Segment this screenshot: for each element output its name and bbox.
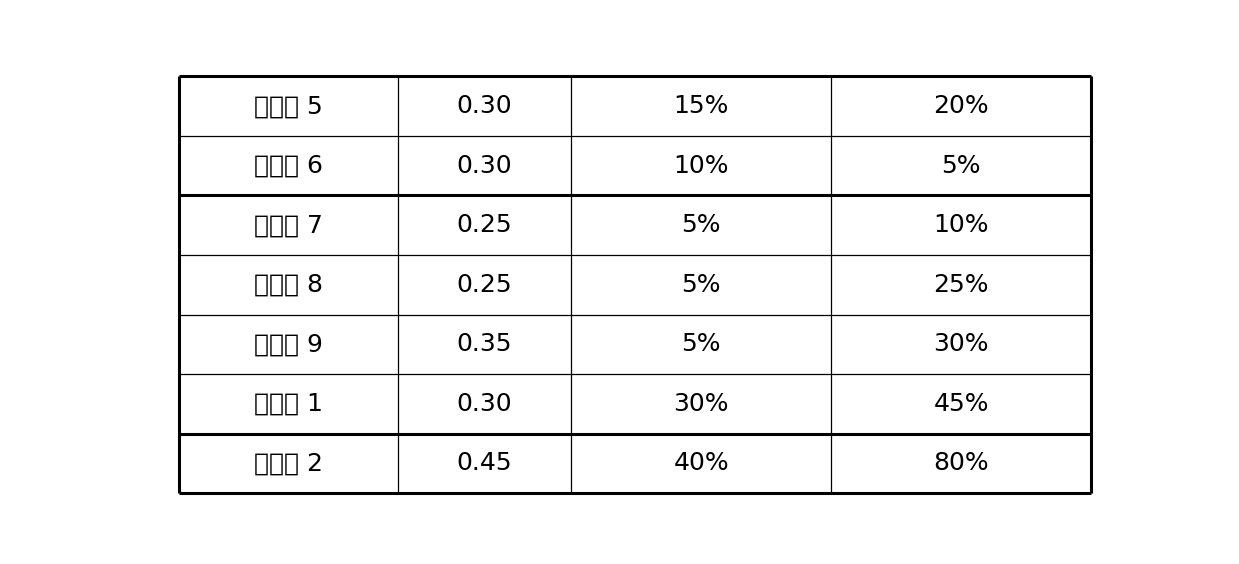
Text: 实施例 5: 实施例 5 <box>254 94 322 118</box>
Text: 25%: 25% <box>933 273 989 297</box>
Text: 10%: 10% <box>673 154 729 178</box>
Text: 20%: 20% <box>933 94 989 118</box>
Text: 80%: 80% <box>933 452 989 475</box>
Text: 30%: 30% <box>933 332 989 356</box>
Text: 5%: 5% <box>942 154 981 178</box>
Text: 0.35: 0.35 <box>457 332 512 356</box>
Text: 30%: 30% <box>673 392 729 416</box>
Text: 5%: 5% <box>681 273 721 297</box>
Text: 0.30: 0.30 <box>457 392 512 416</box>
Text: 0.45: 0.45 <box>457 452 512 475</box>
Text: 10%: 10% <box>933 213 989 237</box>
Text: 40%: 40% <box>673 452 729 475</box>
Text: 实施例 9: 实施例 9 <box>254 332 323 356</box>
Text: 0.30: 0.30 <box>457 94 512 118</box>
Text: 实施例 6: 实施例 6 <box>254 154 323 178</box>
Text: 对比例 2: 对比例 2 <box>254 452 323 475</box>
Text: 0.25: 0.25 <box>457 213 512 237</box>
Text: 对比例 1: 对比例 1 <box>254 392 323 416</box>
Text: 0.25: 0.25 <box>457 273 512 297</box>
Text: 实施例 8: 实施例 8 <box>254 273 323 297</box>
Text: 5%: 5% <box>681 332 721 356</box>
Text: 0.30: 0.30 <box>457 154 512 178</box>
Text: 45%: 45% <box>933 392 989 416</box>
Text: 5%: 5% <box>681 213 721 237</box>
Text: 15%: 15% <box>674 94 729 118</box>
Text: 实施例 7: 实施例 7 <box>254 213 323 237</box>
